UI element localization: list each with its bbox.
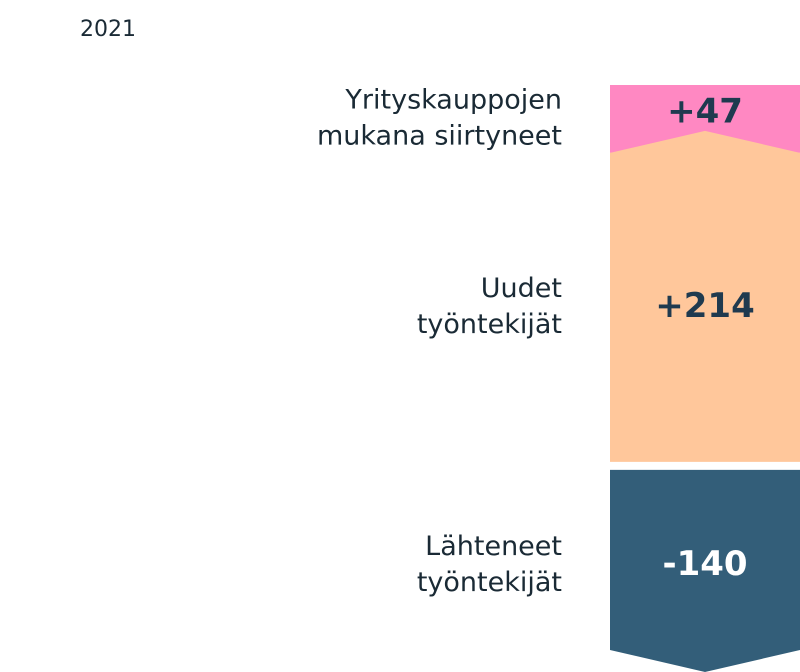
segment-label: Yrityskauppojen xyxy=(344,84,562,115)
segment-label: Uudet xyxy=(481,273,562,304)
segments xyxy=(610,85,800,672)
value-label: +214 xyxy=(655,286,754,326)
segment-label: Lähteneet xyxy=(425,531,562,562)
segment xyxy=(610,469,800,672)
value-label: -140 xyxy=(662,544,747,584)
segment-label: mukana siirtyneet xyxy=(317,120,562,151)
segment-label: työntekijät xyxy=(417,309,562,340)
value-label: +47 xyxy=(667,91,743,131)
segment xyxy=(610,130,800,462)
segment xyxy=(610,85,800,153)
segment-label: työntekijät xyxy=(417,567,562,598)
chart-title: 2021 xyxy=(80,17,136,42)
